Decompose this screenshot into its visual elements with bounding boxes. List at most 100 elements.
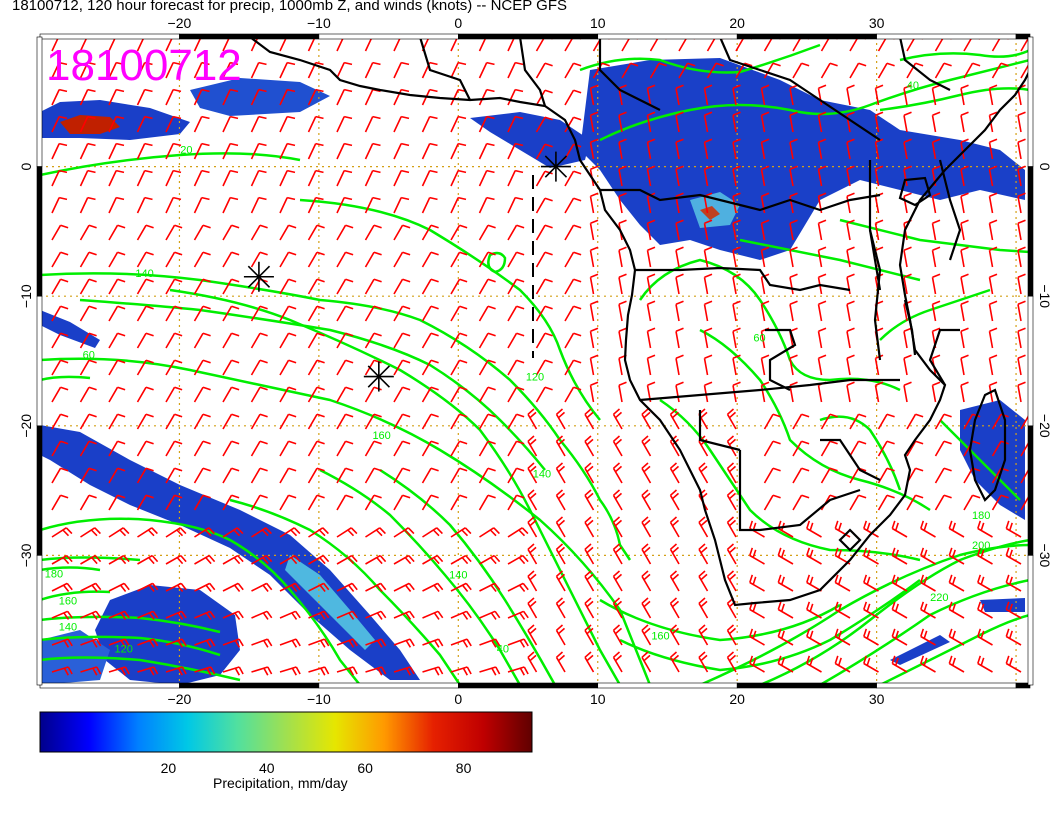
wind-barb [165,196,182,214]
contour-line [319,468,522,685]
wind-barb [478,440,496,457]
wind-barb [646,219,656,241]
wind-barb [977,628,993,646]
contour-label: 160 [59,596,77,608]
wind-barb [669,624,680,646]
wind-barb [948,655,965,673]
wind-barb [393,278,411,295]
wind-barb [1017,381,1026,403]
frame-segment [179,33,320,40]
wind-barb [703,138,713,160]
wind-barb [165,88,182,106]
wind-barb [646,246,656,268]
wind-barb [136,115,153,133]
wind-barb [108,224,126,241]
wind-barb [250,169,267,187]
wind-barb [934,413,952,430]
contour-line [40,152,301,177]
storm-markers [243,151,571,392]
precip-blob-northwest [190,78,330,116]
colorbar-tick-label: 20 [160,760,177,776]
wind-barb [760,111,770,133]
x-tick-label: 0 [454,15,462,31]
wind-barb [891,574,908,592]
wind-barb [336,666,358,676]
wind-barb [193,359,211,376]
wind-barb [279,61,296,79]
wind-barb [308,610,330,620]
wind-barb [817,84,827,106]
wind-barb [806,520,822,538]
wind-barb [479,527,500,538]
colorbar-gradient [39,711,533,753]
wind-barb [165,224,183,241]
precip-front-core [285,555,375,650]
colorbar-label: Precipitation, mm/day [213,775,348,791]
wind-barb [991,62,1009,79]
wind-barb [165,332,183,349]
wind-barb [336,527,358,538]
wind-barb [51,332,69,349]
wind-barb [589,354,599,376]
wind-barb [960,327,969,349]
wind-barb [336,278,354,295]
wind-barb [1005,655,1022,673]
wind-barb [507,251,525,268]
wind-barb [931,219,941,241]
wind-barb [279,278,297,295]
wind-barb [960,111,969,133]
wind-barb [846,300,855,322]
wind-barb [948,628,965,646]
wind-barb [903,111,912,133]
wind-barb [450,61,467,79]
wind-barb [507,196,524,214]
coastline-madagascar [968,388,1007,502]
wind-barb [535,251,553,268]
wind-barb [726,489,737,511]
wind-barb [51,359,69,376]
wind-barb [564,116,582,133]
wind-barb [193,88,210,106]
wind-barb [527,651,538,673]
wind-barb [393,638,415,648]
wind-barb [450,115,467,133]
wind-barb [108,582,130,592]
wind-barb [646,327,656,349]
wind-barb [193,305,211,322]
wind-barb [698,462,709,484]
wind-barb [589,111,599,133]
wind-barb [422,527,443,538]
wind-barb [732,246,741,268]
x-tick-label: 0 [454,691,462,707]
wind-barb [675,84,684,106]
wind-barb [834,520,851,538]
wind-barb [564,305,582,322]
wind-barb [108,115,125,133]
wind-barb [698,516,709,538]
wind-barb [931,192,941,214]
wind-barb [846,354,855,376]
wind-barb [79,494,97,511]
wind-barb [479,582,501,592]
wind-barb [507,169,524,187]
wind-barb [507,224,525,241]
wind-barb [79,278,97,295]
wind-barb [336,610,358,620]
wind-barb [51,224,69,241]
wind-barb [51,440,69,457]
axis-ticks: −20 −20 −10 −10 0 0 10 10 20 20 30 30 0 0 −10 −10 −20 −20… [18,15,1053,707]
wind-barb [931,381,941,403]
wind-barb [698,543,709,565]
wind-barb [817,327,827,349]
lake-tanganyika [868,229,882,291]
wind-barb [703,300,713,322]
wind-barb [222,251,240,268]
border [820,438,881,481]
wind-barb [279,142,296,160]
frame-segment [36,36,43,167]
contour-line [487,251,507,274]
wind-barb [79,196,96,214]
wind-barb [735,62,753,79]
wind-barb [555,597,566,619]
wind-barb [79,115,96,133]
